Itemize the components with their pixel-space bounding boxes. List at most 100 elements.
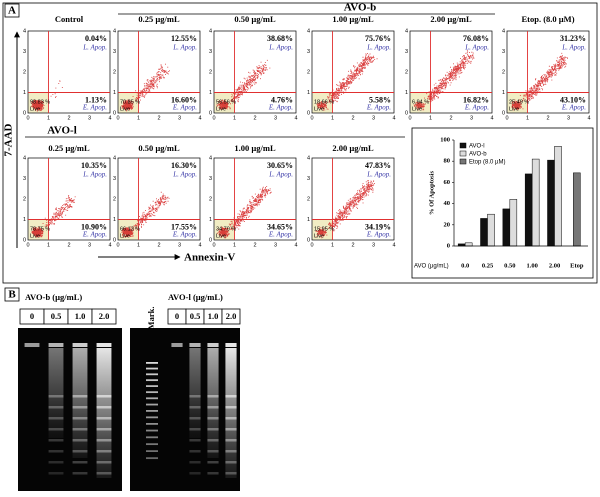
dna-ladder-band (225, 417, 237, 420)
dna-ladder-band (72, 395, 88, 398)
gel-title: AVO-l (µg/mL) (168, 292, 223, 302)
bar (547, 159, 555, 247)
late-label: L. Apop. (366, 44, 391, 52)
dna-ladder-band (72, 439, 88, 442)
event-dots (216, 59, 271, 110)
y-tick-label: 80 (444, 158, 451, 165)
y-tick-label: 3 (113, 176, 116, 182)
y-tick-label: 2 (405, 69, 408, 75)
event-dots (31, 195, 76, 238)
early-label: E. Apop. (464, 104, 489, 112)
lane-label: 0.5 (190, 311, 201, 321)
early-label: E. Apop. (366, 104, 391, 112)
well-band (72, 343, 88, 347)
event-dots (413, 50, 475, 111)
x-tick-label: 1 (429, 115, 432, 121)
late-label: L. Apop. (172, 44, 197, 52)
y-tick-label: 3 (209, 176, 212, 182)
dna-ladder-band (189, 428, 201, 431)
dna-ladder-band (48, 428, 64, 431)
dna-ladder-band (48, 395, 64, 398)
ladder-band (146, 385, 158, 387)
bar (487, 213, 495, 247)
y-tick-label: 4 (113, 28, 116, 34)
late-percent: 38.68% (267, 34, 293, 43)
well-band (24, 343, 40, 347)
late-percent: 76.08% (463, 34, 489, 43)
dna-ladder-band (207, 406, 219, 409)
well-band (225, 343, 237, 347)
marker-label: Mark. (146, 307, 156, 330)
ladder-band (146, 391, 158, 394)
live-label: Live (314, 233, 324, 239)
dna-ladder-band (207, 450, 219, 453)
smear (207, 348, 219, 458)
dna-ladder-band (189, 439, 201, 442)
plot-header: 2.00 µg/mL (332, 143, 374, 153)
ladder-band (146, 443, 158, 446)
x-tick-label: 3 (567, 115, 570, 121)
lane-box (91, 308, 117, 325)
dna-ladder-band (225, 428, 237, 431)
ladder-band (146, 367, 158, 370)
dna-ladder-band (225, 472, 237, 475)
bar (509, 199, 518, 247)
x-tick-label: 1 (331, 115, 334, 121)
y-axis-label: 7-AAD (3, 123, 15, 156)
y-tick-label: 0 (405, 110, 408, 116)
late-label: L. Apop. (366, 171, 391, 179)
event-dots (121, 63, 170, 112)
late-label: L. Apop. (464, 44, 489, 52)
x-tick-label: 2 (253, 242, 256, 248)
x-tick-label: 2 (351, 115, 354, 121)
late-percent: 16.30% (171, 161, 197, 170)
y-tick-label: 1 (209, 90, 212, 96)
late-label: L. Apop. (82, 171, 107, 179)
early-percent: 34.19% (365, 222, 391, 231)
dna-ladder-band (72, 472, 88, 475)
late-label: L. Apop. (268, 44, 293, 52)
legend-label: AVO-l (469, 143, 485, 149)
early-label: E. Apop. (268, 104, 293, 112)
dna-ladder-band (72, 428, 88, 431)
x-tick-label: 2 (157, 115, 160, 121)
y-tick-label: 2 (209, 196, 212, 202)
y-tick-label: 4 (405, 28, 408, 34)
ladder-band (146, 450, 158, 452)
x-tick-label: 4 (294, 242, 297, 248)
x-tick-label: 3 (178, 115, 181, 121)
y-tick-label: 4 (23, 28, 26, 34)
event-dots (511, 52, 568, 111)
event-dots (121, 191, 170, 238)
ladder-band (146, 362, 158, 364)
y-tick-label: 2 (502, 69, 505, 75)
x-tick-label: 1 (526, 115, 529, 121)
legend-swatch (459, 150, 467, 157)
plot-header: Etop. (8.0 µM) (521, 14, 574, 24)
x-tick-label: 3 (470, 115, 473, 121)
y-tick-label: 4 (307, 28, 310, 34)
x-tick-label: 2 (157, 242, 160, 248)
early-label: E. Apop. (561, 104, 586, 112)
live-label: Live (216, 106, 226, 112)
lane-label: 2.0 (99, 311, 110, 321)
lane-label: 2.0 (226, 311, 237, 321)
late-label: L. Apop. (172, 171, 197, 179)
y-tick-label: 3 (209, 49, 212, 55)
dna-ladder-band (189, 461, 201, 464)
y-tick-label: 0 (113, 237, 116, 243)
dna-ladder-band (48, 417, 64, 420)
ladder-band (146, 403, 158, 406)
y-tick-label: 1 (307, 90, 310, 96)
y-tick-label: 0 (209, 110, 212, 116)
x-tick-label: 2 (67, 242, 70, 248)
y-tick-label: 0 (113, 110, 116, 116)
y-tick-label: 100 (440, 136, 450, 143)
dna-ladder-band (96, 472, 112, 475)
early-percent: 1.13% (85, 95, 107, 104)
y-tick-label: 3 (113, 49, 116, 55)
x-tick-label: 4 (108, 115, 111, 121)
x-tick-label: 4 (392, 242, 395, 248)
x-tick-label: 2 (253, 115, 256, 121)
dna-ladder-band (225, 450, 237, 453)
